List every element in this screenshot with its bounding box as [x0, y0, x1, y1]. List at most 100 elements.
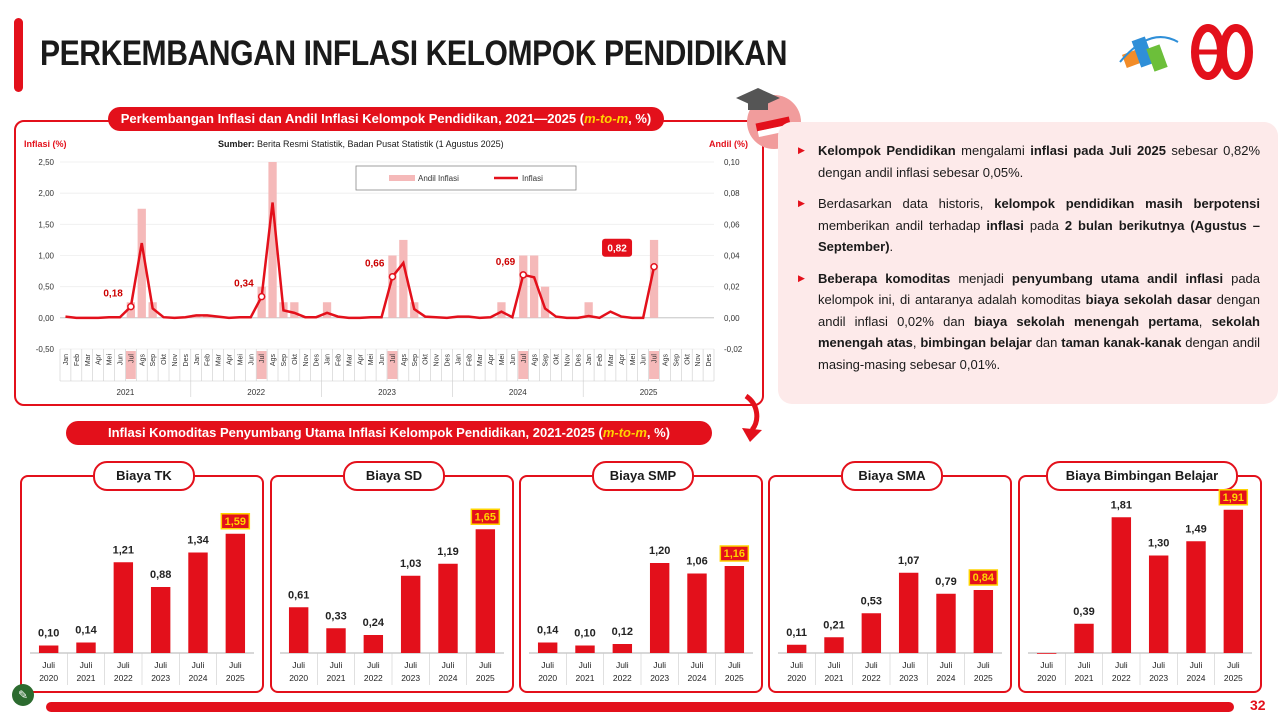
y2-tick-label: 0,00: [724, 314, 740, 323]
bullet-text: menjadi: [950, 270, 1012, 286]
bar-value-label: 0,12: [612, 626, 633, 638]
y2-tick-label: 0,02: [724, 283, 740, 292]
bullet-text: pada kelompok ini, di antaranya adalah k…: [818, 270, 1261, 308]
category-label: Juli 2020: [39, 660, 58, 683]
andil-bar: [530, 255, 539, 318]
bullet-text: Kelompok Pendidikan: [818, 143, 956, 158]
chart-legend: Andil Inflasi Inflasi: [355, 165, 577, 191]
bar-value-label: 1,07: [898, 555, 919, 567]
month-tick-label: Sep: [412, 354, 419, 367]
summary-bullet: Kelompok Pendidikan mengalami inflasi pa…: [798, 140, 1260, 183]
statistics-logo-icon: [1119, 36, 1179, 72]
bar-value-label: 0,24: [363, 617, 385, 629]
bar-value-label: 1,06: [686, 556, 707, 568]
footer-bar: [46, 702, 1234, 712]
year-label: 2023: [378, 388, 396, 397]
category-label: Juli 2023: [1149, 660, 1168, 683]
bullet-text: bimbingan belajar: [920, 335, 1032, 350]
commodity-bar: [936, 593, 956, 653]
andil-bar: [268, 162, 277, 318]
bar-value-label: 0,39: [1073, 606, 1094, 618]
y-tick-label: -0,50: [36, 345, 55, 354]
month-tick-label: Nov: [303, 354, 310, 367]
month-tick-label: Sep: [673, 354, 680, 367]
july-marker: [257, 292, 266, 301]
y-tick-label: 2,50: [38, 158, 54, 167]
bullet-text: sebesar 0,82% dengan andil inflasi sebes…: [818, 143, 1260, 180]
bullet-text: dan: [1031, 335, 1062, 350]
month-tick-label: Okt: [292, 354, 299, 365]
bullet-text: inflasi pada Juli 2025: [1030, 143, 1166, 158]
y-axis-label: Inflasi (%): [24, 139, 67, 149]
commodity-chart-title: Biaya TK: [93, 461, 195, 491]
july-highlight: [518, 351, 529, 379]
month-tick-label: Apr: [357, 353, 364, 365]
month-tick-label: Jul: [521, 354, 528, 363]
commodity-chart-title: Biaya SD: [343, 461, 445, 491]
commodity-bar: [861, 613, 882, 653]
bar-value-label: 0,53: [861, 595, 882, 607]
bar-value-label: 1,16: [724, 548, 745, 560]
month-tick-label: Mar: [477, 353, 484, 366]
month-tick-label: Apr: [619, 353, 626, 365]
commodity-bar: [150, 587, 171, 653]
category-label: Juli 2021: [825, 660, 844, 683]
commodity-bar: [687, 573, 707, 653]
edit-icon[interactable]: ✎: [12, 684, 34, 706]
bullet-text: penyumbang utama andil inflasi: [1011, 270, 1224, 286]
y2-tick-label: 0,04: [724, 252, 740, 261]
y-axis-ticks: -0,50 0,00 0,50 1,00 1,50 2,00 2,50: [36, 158, 55, 354]
category-label: Juli 2022: [364, 660, 383, 683]
y2-tick-label: 0,08: [724, 189, 740, 198]
commodity-bar: [786, 644, 807, 653]
andil-bar: [388, 255, 397, 318]
page-number: 32: [1250, 697, 1266, 713]
commodity-bar-chart: 0,61 Juli 2020 0,33 Juli 2021 0,24 Juli 2022 1,03…: [280, 508, 504, 685]
bar-value-label: 0,88: [150, 569, 171, 581]
commodity-bar: [537, 642, 558, 653]
summary-bullet: Berdasarkan data historis, kelompok pend…: [798, 193, 1260, 258]
inflasi-line: [65, 202, 656, 320]
month-tick-label: Jul: [128, 354, 135, 363]
bar-value-label: 0,33: [325, 610, 346, 622]
month-tick-label: Ags: [270, 354, 277, 367]
commodity-bar: [724, 566, 745, 653]
july-highlights: [125, 351, 659, 379]
commodity-bar: [113, 562, 134, 653]
category-label: Juli 2020: [289, 660, 308, 683]
y2-tick-label: -0,02: [724, 345, 743, 354]
bar-value-label: 1,20: [649, 545, 670, 557]
bar-value-label: 1,30: [1148, 538, 1169, 550]
andil-bar: [540, 286, 550, 318]
commodity-bar: [1148, 555, 1169, 653]
commodity-bar-chart: 0,11 Juli 2020 0,21 Juli 2021 0,53 Juli 2022 1,07…: [778, 555, 1002, 685]
bar-value-label: 0,14: [75, 625, 97, 637]
bar-value-label: 0,61: [288, 589, 309, 601]
month-tick-label: Feb: [335, 354, 342, 366]
y-tick-label: 0,50: [38, 283, 54, 292]
month-tick-label: Jul: [652, 354, 659, 363]
bar-value-label: 1,49: [1185, 523, 1206, 535]
category-label: Juli 2021: [576, 660, 595, 683]
commodity-chart-title: Biaya SMP: [592, 461, 694, 491]
month-tick-label: Mar: [85, 353, 92, 366]
category-label: Juli 2024: [439, 660, 458, 683]
month-tick-label: Okt: [553, 354, 560, 365]
year-label: 2022: [247, 388, 265, 397]
andil-bar: [399, 239, 408, 318]
summary-bullets: Kelompok Pendidikan mengalami inflasi pa…: [798, 140, 1260, 385]
july-marker: [388, 272, 397, 281]
month-tick-label: Mar: [346, 353, 353, 366]
year-label: 2025: [640, 388, 658, 397]
month-tick-label: Jan: [586, 354, 593, 365]
commodity-bar-chart: 0,10 Juli 2020 0,14 Juli 2021 1,21 Juli 2022 0,88…: [30, 513, 254, 685]
month-tick-label: Mei: [368, 354, 375, 366]
latest-label-box: [470, 508, 501, 525]
category-label: Juli 2022: [613, 660, 632, 683]
page-title: PERKEMBANGAN INFLASI KELOMPOK PENDIDIKAN: [40, 34, 788, 73]
commodity-bar: [188, 552, 208, 653]
month-tick-label: Des: [444, 354, 451, 367]
y2-axis-label: Andil (%): [709, 139, 748, 149]
july-highlight: [387, 351, 398, 379]
y-tick-label: 0,00: [38, 314, 54, 323]
